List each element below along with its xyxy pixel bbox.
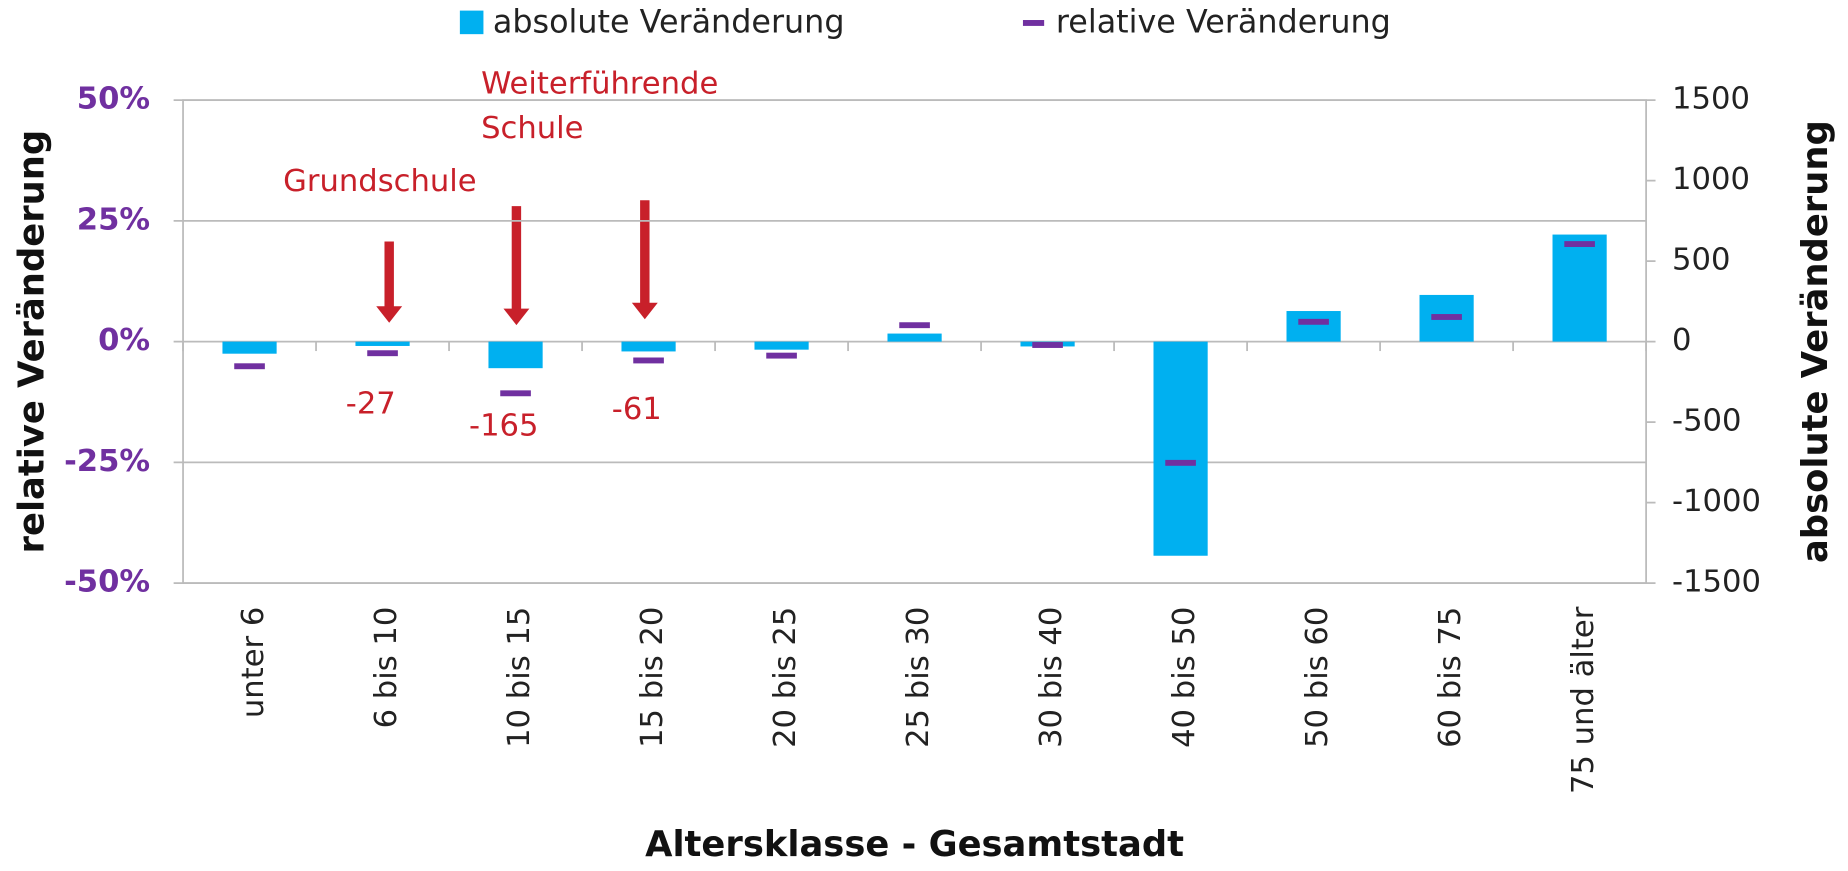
annotation: Weiterführende <box>481 66 718 101</box>
bar <box>887 333 942 342</box>
legend-swatch <box>1022 20 1045 26</box>
x-tick-label: 30 bis 40 <box>1034 607 1069 748</box>
bar <box>621 341 676 352</box>
annotation: Schule <box>481 111 583 146</box>
bar <box>1552 234 1607 342</box>
y2-tick-label: 500 <box>1672 243 1730 278</box>
marker <box>367 350 398 357</box>
x-tick-label: 25 bis 30 <box>901 607 936 748</box>
marker <box>633 357 664 364</box>
legend-label: absolute Veränderung <box>493 4 845 41</box>
y2-axis-title: absolute Veränderung <box>1795 120 1836 563</box>
marker <box>1032 342 1063 348</box>
x-axis-title: Altersklasse - Gesamtstadt <box>645 824 1184 865</box>
data-label: -165 <box>469 409 538 444</box>
x-tick-label: 75 und älter <box>1566 606 1601 794</box>
x-tick-label: 10 bis 15 <box>502 607 537 748</box>
x-tick-label: 6 bis 10 <box>369 607 404 729</box>
x-tick-label: 60 bis 75 <box>1433 607 1468 748</box>
annotation: Grundschule <box>283 164 476 199</box>
y-axis-title: relative Veränderung <box>11 130 52 554</box>
x-tick-label: 50 bis 60 <box>1300 607 1335 748</box>
y-tick-label: 0% <box>98 323 150 358</box>
x-tick-label: 15 bis 20 <box>635 607 670 748</box>
x-tick-label: 20 bis 25 <box>768 607 803 748</box>
legend-swatch <box>459 10 484 35</box>
marker <box>766 352 797 359</box>
y-tick-label: 50% <box>77 82 150 117</box>
marker <box>1431 314 1462 320</box>
x-tick-label: unter 6 <box>236 607 271 718</box>
marker <box>1564 241 1595 248</box>
legend-label: relative Veränderung <box>1056 4 1391 41</box>
marker <box>234 363 265 370</box>
bar <box>1153 341 1208 556</box>
annotation-arrows <box>376 200 658 326</box>
data-label: -27 <box>346 386 396 421</box>
y2-tick-label: 1000 <box>1672 162 1750 197</box>
y2-tick-label: -500 <box>1672 404 1741 439</box>
bar <box>355 341 410 346</box>
y2-tick-label: -1000 <box>1672 484 1761 519</box>
marker <box>1165 459 1196 466</box>
y-tick-label: -25% <box>64 444 150 479</box>
bar <box>488 341 543 369</box>
y2-tick-label: -1500 <box>1672 565 1761 600</box>
y2-tick-label: 1500 <box>1672 82 1750 117</box>
data-label: -61 <box>612 392 662 427</box>
marker <box>500 390 531 397</box>
y-tick-label: -50% <box>64 565 150 600</box>
bar <box>1286 311 1341 342</box>
bar <box>222 341 277 354</box>
marker <box>1298 318 1329 325</box>
x-tick-label: 40 bis 50 <box>1167 607 1202 748</box>
marker <box>899 322 930 329</box>
y2-tick-label: 0 <box>1672 323 1691 358</box>
y-tick-label: 25% <box>77 202 150 237</box>
bar <box>754 341 809 350</box>
